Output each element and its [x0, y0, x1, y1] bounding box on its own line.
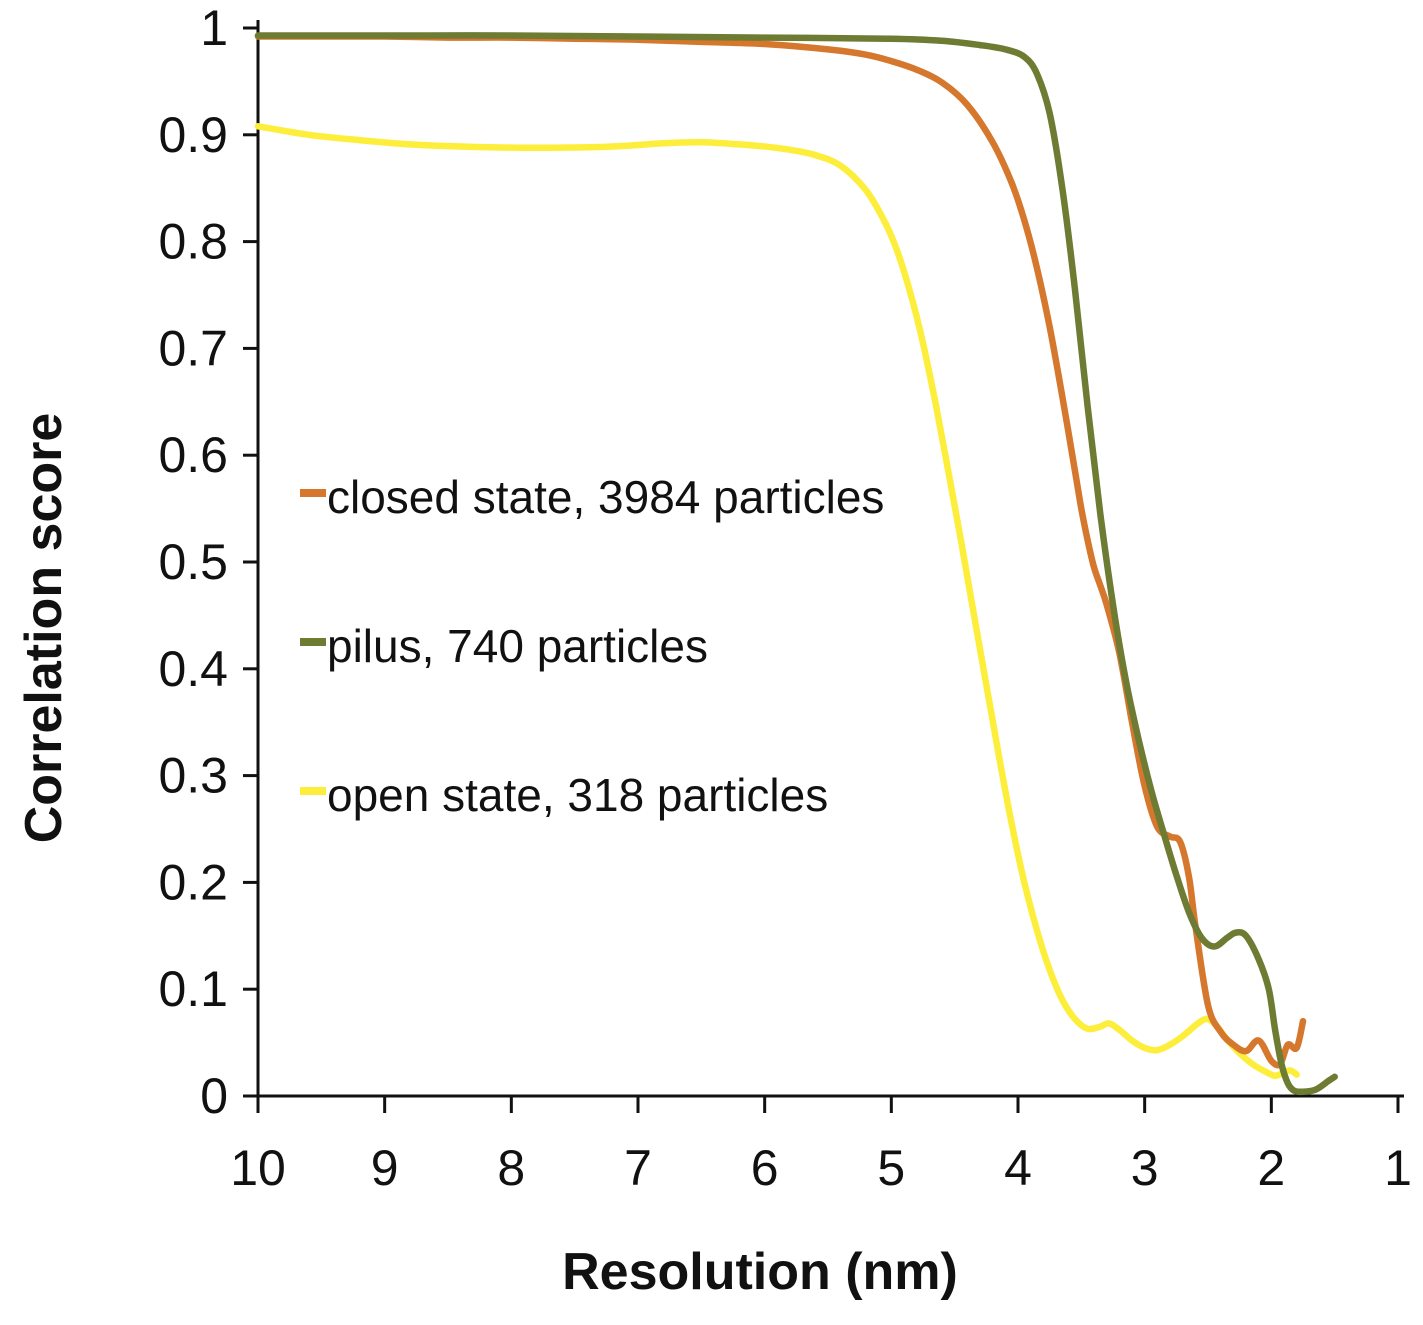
y-axis-title: Correlation score	[15, 412, 73, 844]
svg-text:4: 4	[1004, 1140, 1032, 1196]
legend-item-closed-state: closed state, 3984 particles	[300, 470, 884, 524]
svg-text:9: 9	[371, 1140, 399, 1196]
svg-text:8: 8	[497, 1140, 525, 1196]
svg-text:6: 6	[751, 1140, 779, 1196]
svg-text:1: 1	[1384, 1140, 1412, 1196]
svg-text:10: 10	[230, 1140, 286, 1196]
svg-text:0.3: 0.3	[158, 748, 228, 804]
legend-item-pilus: pilus, 740 particles	[300, 619, 708, 673]
svg-text:0.4: 0.4	[158, 641, 228, 697]
legend-swatch-closed-state-icon	[300, 489, 326, 497]
legend-item-open-state: open state, 318 particles	[300, 768, 828, 822]
svg-text:0.1: 0.1	[158, 961, 228, 1017]
svg-text:5: 5	[877, 1140, 905, 1196]
legend-swatch-open-state-icon	[300, 787, 326, 795]
svg-text:1: 1	[200, 0, 228, 56]
svg-text:0.6: 0.6	[158, 427, 228, 483]
svg-text:0.7: 0.7	[158, 320, 228, 376]
legend-label-pilus: pilus, 740 particles	[327, 620, 708, 672]
legend-label-open-state: open state, 318 particles	[327, 769, 829, 821]
svg-text:0.9: 0.9	[158, 107, 228, 163]
svg-text:0: 0	[200, 1068, 228, 1124]
svg-text:3: 3	[1131, 1140, 1159, 1196]
svg-text:0.2: 0.2	[158, 854, 228, 910]
svg-text:0.5: 0.5	[158, 534, 228, 590]
svg-text:2: 2	[1257, 1140, 1285, 1196]
svg-text:0.8: 0.8	[158, 214, 228, 270]
svg-text:7: 7	[624, 1140, 652, 1196]
legend-swatch-pilus-icon	[300, 638, 326, 646]
x-axis-title: Resolution (nm)	[562, 1243, 958, 1301]
legend-label-closed-state: closed state, 3984 particles	[327, 471, 885, 523]
